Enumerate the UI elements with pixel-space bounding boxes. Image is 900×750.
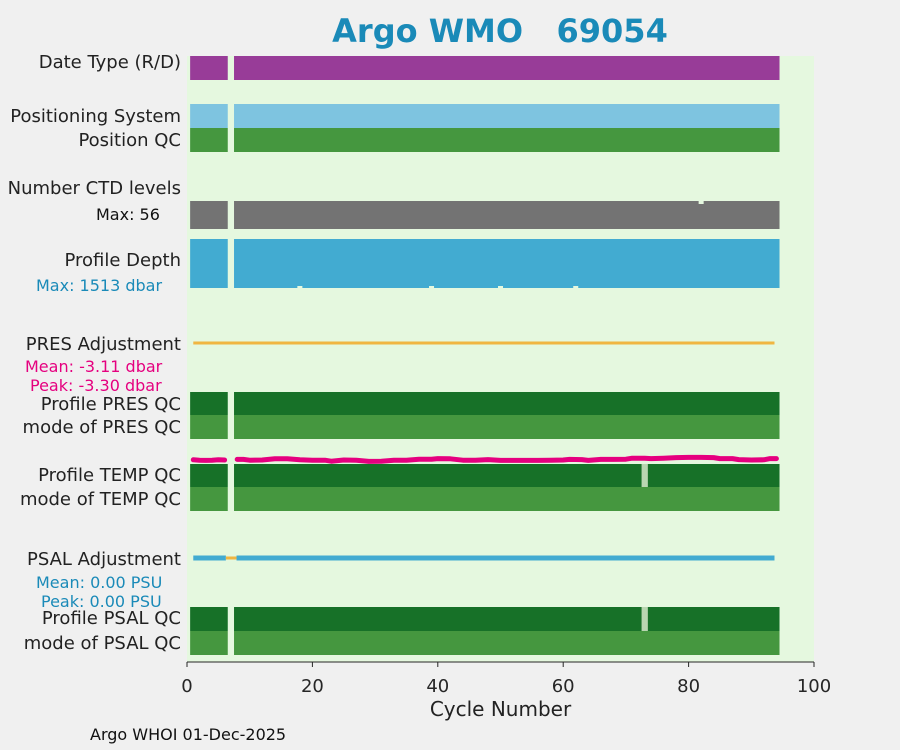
band-date-type-segment-2 [234, 56, 780, 80]
label-mode-temp-qc: mode of TEMP QC [19, 489, 181, 510]
footer-credit: Argo WHOI 01-Dec-2025 [90, 725, 287, 744]
band-position-qc-segment-1 [190, 128, 228, 152]
x-tick-label-80: 80 [677, 676, 700, 697]
plot-background [187, 56, 814, 662]
band-profile-temp-qc-segment-1 [190, 464, 228, 487]
ctd-levels-dip-cycle-82 [698, 201, 704, 204]
x-tick-label-40: 40 [426, 676, 449, 697]
pres-adjustment-trace-2 [234, 454, 779, 464]
label-mode-pres-qc: mode of PRES QC [22, 417, 181, 438]
x-tick-label-100: 100 [797, 676, 831, 697]
x-tick-label-0: 0 [181, 676, 192, 697]
label-date-type: Date Type (R/D) [38, 52, 181, 73]
band-mode-psal-qc-segment-1 [190, 631, 228, 655]
label-profile-temp-qc: Profile TEMP QC [38, 465, 181, 486]
x-tick-label-60: 60 [552, 676, 575, 697]
label-pres-peak: Peak: -3.30 dbar [30, 376, 162, 395]
label-psal-adjustment: PSAL Adjustment [26, 549, 181, 570]
band-profile-psal-qc-segment-2 [234, 607, 780, 631]
label-position-qc: Position QC [78, 130, 181, 151]
band-profile-depth-segment-2 [234, 239, 780, 288]
band-profile-pres-qc-segment-1 [190, 392, 228, 415]
band-profile-depth-segment-1 [190, 239, 228, 288]
depth-dip-cycle-39 [429, 286, 435, 288]
band-number-ctd-levels-segment-1 [190, 201, 228, 229]
band-positioning-system-segment-1 [190, 104, 228, 128]
depth-dip-cycle-18 [297, 286, 303, 288]
label-profile-depth: Profile Depth [64, 250, 181, 271]
band-profile-psal-qc-segment-1 [190, 607, 228, 631]
band-profile-psal-qc-flag-cycle-73 [641, 607, 648, 631]
band-position-qc-segment-2 [234, 128, 780, 152]
label-pres-mean: Mean: -3.11 dbar [25, 357, 163, 376]
label-psal-peak: Peak: 0.00 PSU [41, 592, 162, 611]
label-pres-adjustment: PRES Adjustment [25, 334, 181, 355]
x-tick-label-20: 20 [301, 676, 324, 697]
depth-dip-cycle-62 [573, 286, 579, 288]
label-ctd-max: Max: 56 [96, 205, 160, 224]
pres-adjustment-trace-1 [190, 457, 228, 463]
band-profile-temp-qc-flag-cycle-73 [641, 464, 648, 487]
label-mode-psal-qc: mode of PSAL QC [23, 633, 181, 654]
band-number-ctd-levels-segment-2 [234, 201, 780, 229]
label-positioning-system: Positioning System [10, 106, 181, 127]
depth-dip-cycle-50 [497, 286, 504, 288]
band-mode-pres-qc-segment-2 [234, 415, 780, 439]
band-mode-psal-qc-segment-2 [234, 631, 780, 655]
band-mode-temp-qc-segment-1 [190, 487, 228, 511]
label-depth-max: Max: 1513 dbar [36, 276, 163, 295]
label-profile-psal-qc: Profile PSAL QC [41, 608, 181, 629]
band-profile-pres-qc-segment-2 [234, 392, 780, 415]
x-axis-label: Cycle Number [429, 697, 572, 721]
band-positioning-system-segment-2 [234, 104, 780, 128]
label-psal-mean: Mean: 0.00 PSU [36, 573, 163, 592]
band-mode-temp-qc-segment-2 [234, 487, 780, 511]
label-profile-pres-qc: Profile PRES QC [40, 394, 181, 415]
label-number-ctd-levels: Number CTD levels [7, 178, 181, 199]
band-date-type-segment-1 [190, 56, 228, 80]
chart-title: Argo WMO 69054 [332, 12, 668, 50]
band-profile-temp-qc-segment-2 [234, 464, 780, 487]
band-mode-pres-qc-segment-1 [190, 415, 228, 439]
